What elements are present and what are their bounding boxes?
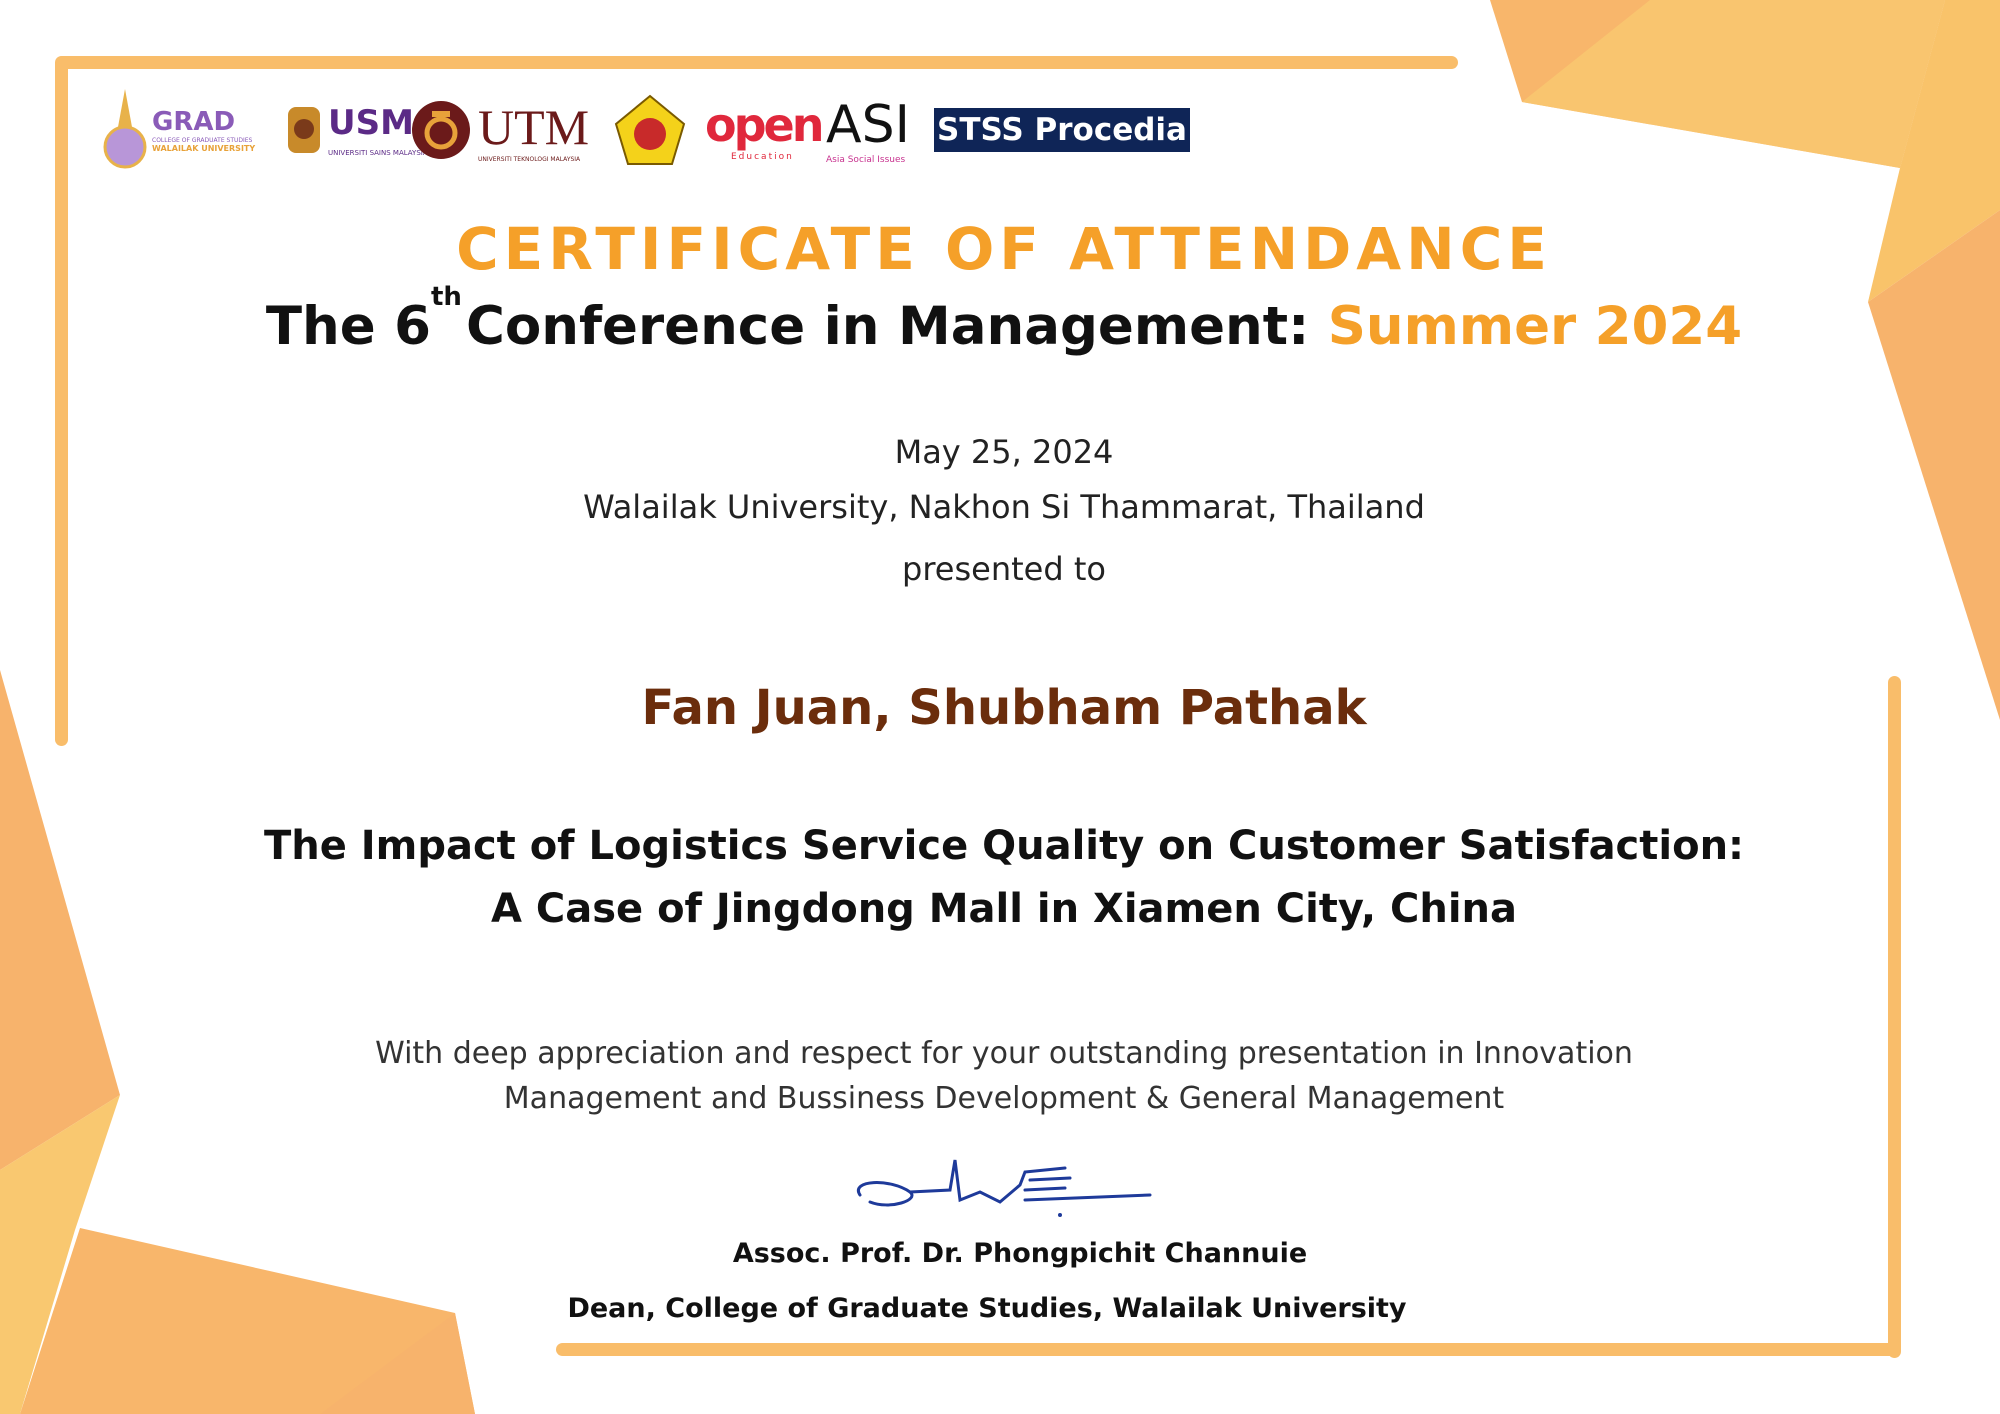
event-location: Walailak University, Nakhon Si Thammarat… [583, 488, 1425, 526]
usm-crest-icon [288, 107, 320, 153]
open-logo-subtext: Education [731, 152, 794, 162]
indonesian-university-logo [614, 80, 686, 180]
signatory-title: Dean, College of Graduate Studies, Walai… [567, 1293, 1407, 1324]
event-date: May 25, 2024 [894, 433, 1114, 471]
utm-emblem-icon [412, 101, 470, 159]
presented-to-label: presented to [902, 550, 1106, 588]
asi-logo-text: ASI [826, 95, 910, 155]
appreciation-line-1: With deep appreciation and respect for y… [375, 1036, 1633, 1071]
usm-logo-text: USM [328, 103, 414, 143]
university-crest-icon [614, 94, 686, 165]
conference-ordinal-suffix: th [431, 282, 462, 312]
open-education-logo: open Education [705, 80, 824, 180]
grad-walailak-logo: GRAD COLLEGE OF GRADUATE STUDIES WALAILA… [102, 80, 255, 180]
grad-logo-text: GRAD [152, 107, 236, 137]
recipient-names: Fan Juan, Shubham Pathak [641, 680, 1367, 736]
conference-name: Conference in Management: [465, 296, 1310, 357]
utm-logo: UTM UNIVERSITI TEKNOLOGI MALAYSIA [410, 80, 589, 180]
frame-top-bar [56, 56, 1458, 69]
conference-season: Summer 2024 [1327, 296, 1743, 357]
utm-logo-text: UTM [478, 98, 590, 155]
grad-logo-subtext: COLLEGE OF GRADUATE STUDIES [152, 137, 253, 144]
usm-logo: USM UNIVERSITI SAINS MALAYSIA [280, 80, 428, 180]
paper-title-line-2: A Case of Jingdong Mall in Xiamen City, … [490, 886, 1518, 932]
stss-logo-text: STSS Procedia [934, 108, 1190, 152]
stss-procedia-logo: STSS Procedia [934, 80, 1190, 180]
paper-title-line-1: The Impact of Logistics Service Quality … [263, 823, 1745, 869]
frame-left-bar [55, 56, 68, 746]
signatory-name: Assoc. Prof. Dr. Phongpichit Channuie [732, 1238, 1308, 1269]
frame-bottom-bar [556, 1343, 1901, 1356]
open-logo-text: open [705, 98, 824, 152]
grad-logo-university: WALAILAK UNIVERSITY [152, 144, 256, 153]
walailak-emblem-icon [103, 89, 147, 169]
certificate-title: CERTIFICATE OF ATTENDANCE [456, 215, 1552, 283]
usm-logo-subtext: UNIVERSITI SAINS MALAYSIA [328, 149, 428, 157]
asi-logo: ASI Asia Social Issues [826, 80, 910, 180]
frame-right-bar [1888, 676, 1901, 1358]
conference-ordinal: The 6 [265, 296, 431, 357]
appreciation-line-2: Management and Bussiness Development & G… [503, 1081, 1505, 1116]
conference-title: The 6thConference in Management: Summer … [0, 282, 2000, 357]
utm-logo-subtext: UNIVERSITI TEKNOLOGI MALAYSIA [478, 155, 581, 163]
asi-logo-subtext: Asia Social Issues [826, 155, 906, 165]
signature [856, 1159, 1152, 1217]
